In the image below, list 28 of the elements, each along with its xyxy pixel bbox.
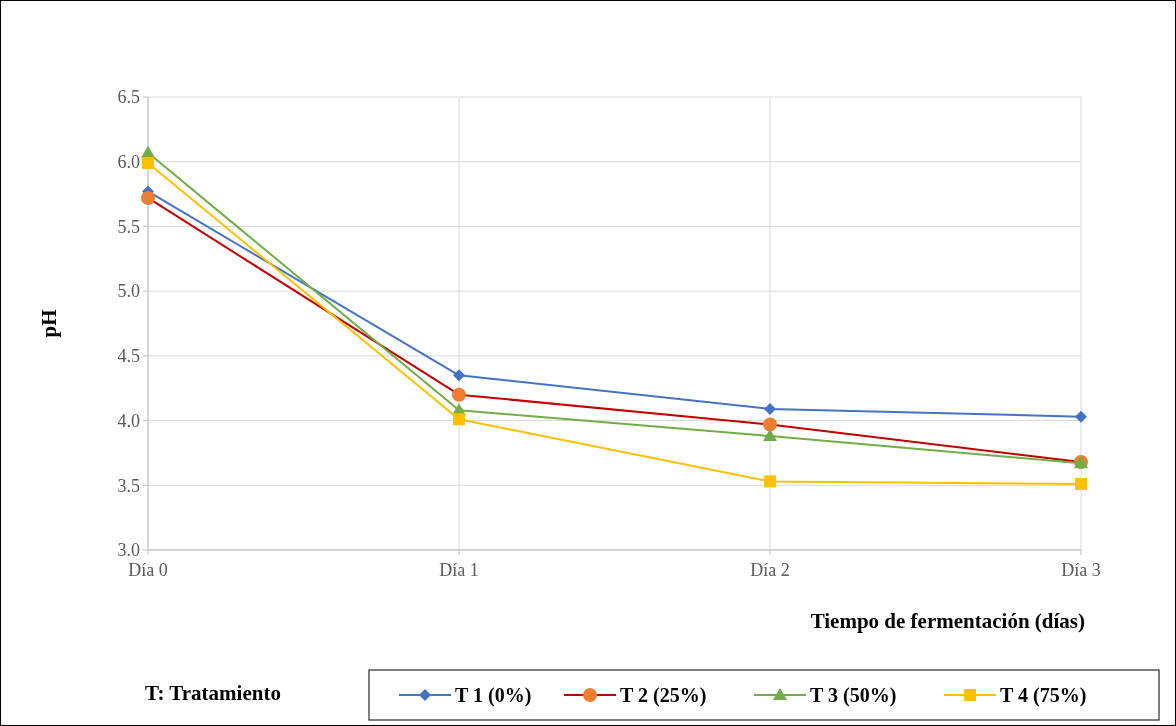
point	[1075, 410, 1087, 423]
x-tick-label: Día 0	[128, 560, 168, 580]
text: T: Tratamiento	[145, 681, 281, 705]
y-tick-label: 3.0	[117, 540, 140, 561]
x-tick-label: Día 2	[750, 560, 790, 580]
y-tick-label: 5.0	[117, 281, 140, 302]
legend-label: T 3 (50%)	[810, 684, 897, 707]
y-axis-title: pH	[37, 309, 61, 338]
y-tick-label: 4.0	[117, 410, 140, 431]
point	[142, 157, 154, 170]
legend-label: T 1 (0%)	[455, 684, 532, 707]
point	[453, 369, 465, 382]
y-tick-label: 3.5	[117, 475, 140, 496]
legend-label: T 2 (25%)	[620, 684, 707, 707]
point	[453, 413, 465, 426]
point	[764, 475, 776, 488]
point	[764, 402, 776, 415]
legend-label: T 4 (75%)	[1000, 684, 1087, 707]
x-tick-label: Día 3	[1061, 560, 1101, 580]
y-tick-label: 4.5	[117, 346, 140, 367]
y-tick-label: 6.0	[117, 152, 140, 173]
point	[763, 429, 777, 442]
point	[1075, 477, 1087, 490]
x-axis-title: Tiempo de fermentación (días)	[810, 609, 1085, 633]
x-tick-label: Día 1	[439, 560, 479, 580]
point	[141, 145, 155, 158]
y-tick-label: 6.5	[117, 87, 140, 108]
y-tick-label: 5.5	[117, 216, 140, 237]
